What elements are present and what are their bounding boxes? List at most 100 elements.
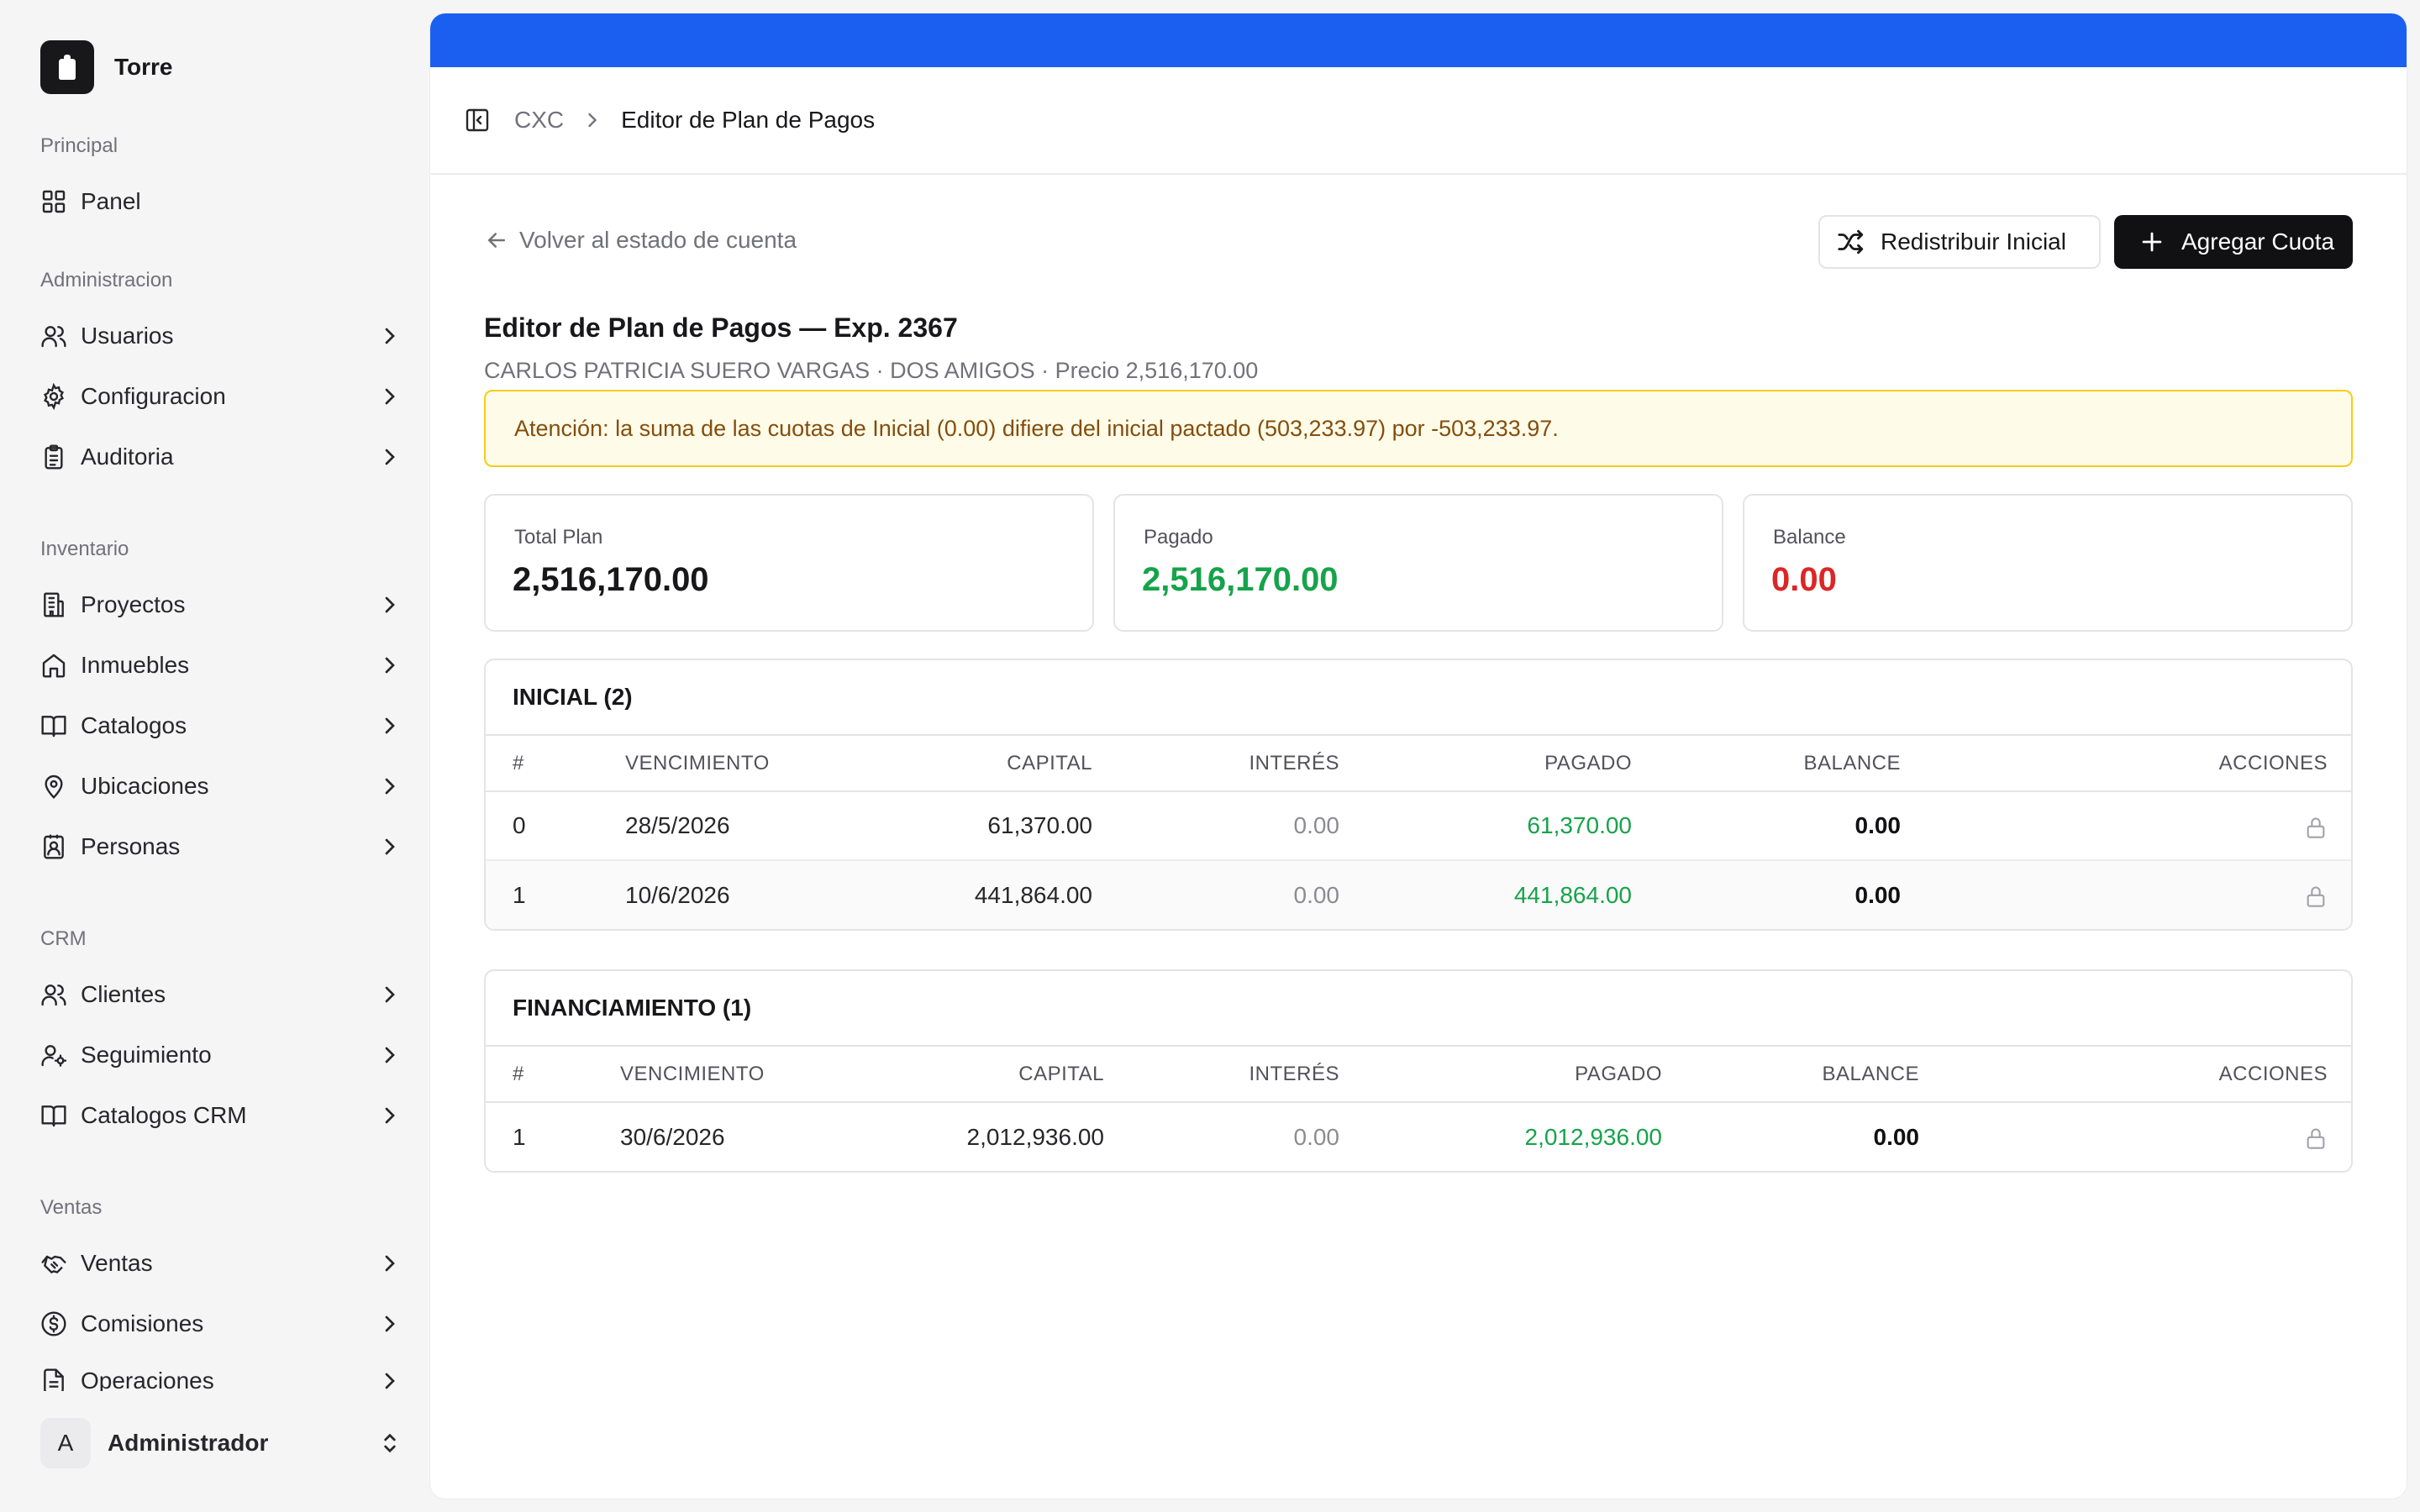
- column-header: PAGADO: [1366, 1047, 1689, 1103]
- financiamiento-table: # VENCIMIENTO CAPITAL INTERÉS PAGADO BAL…: [486, 1047, 2351, 1171]
- table-row: 0 28/5/2026 61,370.00 0.00 61,370.00 0.0…: [486, 791, 2351, 861]
- breadcrumb-current: Editor de Plan de Pagos: [621, 107, 876, 133]
- sidebar-item-label: Ventas: [81, 1250, 153, 1276]
- lock-icon[interactable]: [2304, 1126, 2328, 1150]
- sidebar-item-catalogos-crm[interactable]: Catalogos CRM: [27, 1089, 417, 1142]
- cell-paid: 2,012,936.00: [1524, 1123, 1663, 1150]
- brand-name: Torre: [114, 54, 173, 80]
- stat-value: 0.00: [1771, 561, 1837, 598]
- financiamiento-table-card: FINANCIAMIENTO (1) # VENCIMIENTO CAPITAL…: [484, 969, 2353, 1173]
- stat-value: 2,516,170.00: [513, 561, 709, 598]
- sidebar-toggle-icon[interactable]: [460, 103, 494, 137]
- sidebar-item-ubicaciones[interactable]: Ubicaciones: [27, 759, 417, 813]
- cell-interest: 0.00: [1119, 860, 1366, 929]
- redistribute-initial-button[interactable]: Redistribuir Inicial: [1818, 215, 2101, 269]
- sidebar-item-inmuebles[interactable]: Inmuebles: [27, 638, 417, 692]
- brand[interactable]: Torre: [40, 40, 173, 94]
- warning-alert: Atención: la suma de las cuotas de Inici…: [484, 390, 2353, 467]
- stat-value: 2,516,170.00: [1142, 561, 1339, 598]
- chevron-right-icon: [385, 596, 395, 613]
- inicial-table: # VENCIMIENTO CAPITAL INTERÉS PAGADO BAL…: [486, 736, 2351, 929]
- sidebar-item-panel[interactable]: Panel: [27, 175, 417, 228]
- cell-due: 30/6/2026: [620, 1123, 725, 1150]
- sidebar-item-clientes[interactable]: Clientes: [27, 968, 417, 1021]
- back-to-statement-link[interactable]: Volver al estado de cuenta: [484, 227, 797, 254]
- column-header: CAPITAL: [850, 736, 1119, 792]
- redistribute-label: Redistribuir Inicial: [1881, 228, 2066, 255]
- sidebar-item-usuarios[interactable]: Usuarios: [27, 309, 417, 363]
- column-header: VENCIMIENTO: [593, 1047, 845, 1103]
- cell-num: 1: [513, 1123, 526, 1150]
- sidebar-item-label: Catalogos CRM: [81, 1102, 247, 1128]
- file-icon: [40, 1368, 67, 1391]
- table-row: 1 10/6/2026 441,864.00 0.00 441,864.00 0…: [486, 860, 2351, 929]
- warning-alert-text: Atención: la suma de las cuotas de Inici…: [514, 415, 1559, 441]
- sidebar-item-seguimiento[interactable]: Seguimiento: [27, 1028, 417, 1082]
- page-title: Editor de Plan de Pagos — Exp. 2367: [484, 312, 958, 343]
- sidebar-item-catalogos[interactable]: Catalogos: [27, 699, 417, 753]
- sidebar-item-label: Comisiones: [81, 1310, 204, 1336]
- page-subtitle: CARLOS PATRICIA SUERO VARGAS · DOS AMIGO…: [484, 358, 1259, 383]
- column-header: VENCIMIENTO: [598, 736, 850, 792]
- sidebar-item-label: Proyectos: [81, 591, 186, 617]
- cell-num: 1: [486, 860, 598, 929]
- sidebar-item-auditoria[interactable]: Auditoria: [27, 430, 417, 484]
- chevron-right-icon: [385, 1315, 395, 1332]
- table-row: 1 30/6/2026 2,012,936.00 0.00 2,012,936.…: [486, 1102, 2351, 1171]
- top-accent-bar: [430, 13, 2407, 67]
- sidebar-item-configuracion[interactable]: Configuracion: [27, 370, 417, 423]
- cell-actions: [1928, 791, 2351, 861]
- section-label-principal: Principal: [40, 134, 118, 157]
- add-installment-button[interactable]: Agregar Cuota: [2114, 215, 2353, 269]
- shuffle-icon: [1838, 229, 1864, 255]
- chevrons-up-down-icon: [384, 1433, 396, 1453]
- breadcrumb-link-cxc[interactable]: CXC: [514, 107, 565, 133]
- cell-balance: 0.00: [1659, 791, 1928, 861]
- chevron-right-icon: [385, 1047, 395, 1063]
- chevron-right-icon: [385, 986, 395, 1003]
- cell-num: 0: [486, 791, 598, 861]
- sidebar-item-ventas[interactable]: Ventas: [27, 1236, 417, 1290]
- sidebar: Torre Principal Panel Administracion Usu…: [0, 0, 430, 1512]
- sidebar-item-comisiones[interactable]: Comisiones: [27, 1297, 417, 1351]
- column-header: INTERÉS: [1131, 1047, 1366, 1103]
- building-icon: [40, 591, 67, 618]
- section-label-inventario: Inventario: [40, 538, 129, 560]
- stat-label: Balance: [1773, 526, 1846, 549]
- cell-capital: 61,370.00: [850, 791, 1119, 861]
- section-label-administracion: Administracion: [40, 269, 173, 291]
- user-menu[interactable]: A Administrador: [27, 1416, 417, 1470]
- sidebar-item-label: Catalogos: [81, 712, 187, 738]
- plus-icon: [2142, 232, 2162, 252]
- gear-icon: [40, 383, 67, 410]
- column-header: ACCIONES: [1928, 736, 2351, 792]
- back-link-label: Volver al estado de cuenta: [519, 227, 797, 253]
- cell-balance: 0.00: [1659, 860, 1928, 929]
- sidebar-item-personas[interactable]: Personas: [27, 820, 417, 874]
- add-installment-label: Agregar Cuota: [2181, 228, 2335, 255]
- user-cog-icon: [40, 1042, 67, 1068]
- users-icon: [40, 323, 67, 349]
- sidebar-item-proyectos[interactable]: Proyectos: [27, 578, 417, 632]
- book-icon: [40, 1102, 67, 1129]
- sidebar-item-label: Operaciones: [81, 1368, 214, 1391]
- avatar: A: [40, 1418, 91, 1468]
- cell-capital: 441,864.00: [850, 860, 1119, 929]
- sidebar-item-label: Panel: [81, 188, 141, 214]
- sidebar-item-operaciones[interactable]: Operaciones: [27, 1357, 417, 1391]
- arrow-left-icon: [487, 233, 505, 248]
- sidebar-item-label: Usuarios: [81, 323, 174, 349]
- main-panel: CXC Editor de Plan de Pagos Volver al es…: [430, 13, 2407, 1499]
- dollar-circle-icon: [40, 1310, 67, 1337]
- home-icon: [40, 652, 67, 679]
- stat-label: Pagado: [1144, 526, 1213, 549]
- table-title: INICIAL (2): [486, 660, 2351, 736]
- chevron-right-icon: [385, 328, 395, 344]
- cell-actions: [1928, 860, 2351, 929]
- grid-icon: [40, 188, 67, 215]
- chevron-right-icon: [385, 388, 395, 405]
- column-header: CAPITAL: [845, 1047, 1131, 1103]
- inicial-table-card: INICIAL (2) # VENCIMIENTO CAPITAL INTERÉ…: [484, 659, 2353, 931]
- lock-icon[interactable]: [2304, 885, 2328, 908]
- lock-icon[interactable]: [2304, 816, 2328, 839]
